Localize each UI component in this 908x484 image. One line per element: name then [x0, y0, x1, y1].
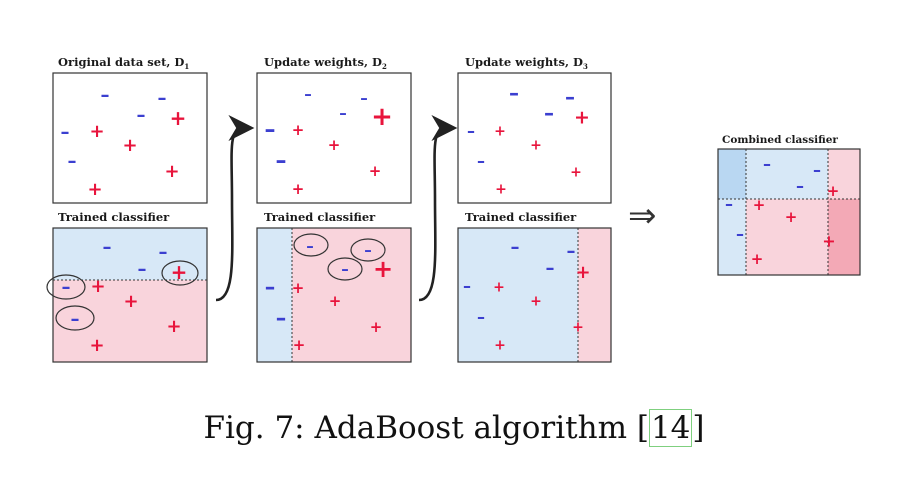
negative-sample-marker: – — [68, 151, 77, 172]
negative-sample-marker: – — [544, 101, 554, 125]
negative-sample-marker: – — [138, 259, 147, 280]
figure-caption: Fig. 7: AdaBoost algorithm [14] — [0, 409, 908, 447]
negative-sample-marker: – — [158, 88, 167, 109]
positive-sample-marker: + — [293, 336, 306, 354]
positive-sample-marker: + — [171, 260, 188, 284]
panel-trained-classifier-3 — [457, 227, 612, 363]
data-points: – –– +– ++– ++– –– +– ++– ++– –– +– ++–++– –– +– ++– ++… — [61, 81, 840, 356]
positive-sample-marker: + — [123, 291, 138, 312]
negative-sample-marker: – — [103, 237, 112, 258]
negative-sample-marker: – — [763, 154, 771, 173]
positive-sample-marker: + — [493, 280, 505, 296]
positive-sample-marker: + — [369, 162, 382, 180]
negative-sample-marker: – — [61, 122, 70, 143]
negative-sample-marker: – — [62, 277, 71, 298]
misclassified-ring — [327, 257, 363, 281]
negative-sample-marker: – — [360, 89, 368, 107]
positive-sample-marker: + — [530, 138, 542, 154]
negative-sample-marker: – — [276, 148, 287, 173]
flow-arrow-2 — [418, 115, 458, 302]
positive-sample-marker: + — [90, 276, 105, 297]
negative-sample-marker: – — [813, 160, 821, 179]
negative-sample-marker: – — [306, 237, 314, 255]
panel-combined-classifier — [717, 148, 861, 276]
positive-sample-marker: + — [370, 318, 383, 336]
positive-sample-marker: + — [292, 279, 305, 297]
negative-sample-marker: – — [159, 242, 168, 263]
negative-sample-marker: – — [477, 307, 485, 326]
positive-sample-marker: + — [751, 250, 764, 268]
negative-sample-marker: – — [304, 85, 312, 103]
panel-title-combined: Combined classifier — [722, 134, 838, 146]
negative-sample-marker: – — [796, 176, 804, 195]
positive-sample-marker: + — [570, 165, 582, 181]
negative-sample-marker: – — [101, 85, 110, 106]
positive-sample-marker: + — [89, 335, 104, 356]
misclassified-ring — [293, 233, 329, 257]
positive-sample-marker: + — [373, 255, 393, 283]
misclassified-ring — [46, 274, 86, 300]
positive-sample-marker: + — [292, 180, 305, 198]
flow-arrow-1 — [215, 115, 255, 302]
negative-sample-marker: – — [725, 194, 733, 213]
panel-trained-classifier-1 — [46, 227, 208, 363]
negative-sample-marker: – — [736, 224, 744, 243]
negative-sample-marker: – — [467, 121, 475, 140]
misclassified-ring — [55, 305, 95, 331]
adaboost-diagram: Original data set, D1 Update weights, D2… — [46, 55, 861, 363]
positive-sample-marker: + — [572, 320, 584, 336]
panel-trained-classifier-2 — [256, 227, 412, 363]
negative-sample-marker: – — [567, 241, 576, 262]
positive-sample-marker: + — [494, 338, 506, 354]
panel-title-original: Original data set, D1 — [58, 55, 189, 71]
implies-arrow: ⇒ — [628, 196, 657, 236]
panel-update-weights-3 — [457, 72, 612, 204]
positive-sample-marker: + — [329, 292, 342, 310]
negative-sample-marker: – — [137, 105, 146, 126]
panel-update-weights-2 — [256, 72, 412, 204]
positive-sample-marker: + — [753, 196, 766, 214]
negative-sample-marker: – — [463, 276, 471, 295]
positive-sample-marker: + — [494, 124, 506, 140]
caption-close: ] — [692, 410, 705, 446]
negative-sample-marker: – — [511, 237, 520, 258]
positive-sample-marker: + — [574, 106, 590, 128]
negative-sample-marker: – — [276, 306, 287, 330]
positive-sample-marker: + — [292, 121, 305, 139]
misclassified-ring — [161, 260, 199, 286]
negative-sample-marker: – — [265, 117, 276, 142]
negative-sample-marker: – — [546, 258, 555, 279]
negative-sample-marker: – — [341, 260, 349, 278]
positive-sample-marker: + — [822, 231, 835, 250]
negative-sample-marker: – — [71, 309, 80, 330]
negative-sample-marker: – — [364, 241, 372, 259]
positive-sample-marker: + — [495, 182, 507, 198]
citation-link[interactable]: 14 — [648, 409, 693, 447]
positive-sample-marker: + — [371, 102, 393, 132]
positive-sample-marker: + — [827, 182, 840, 200]
panel-title-update-2: Update weights, D2 — [264, 55, 387, 71]
negative-sample-marker: – — [509, 81, 519, 105]
panel-title-trained-2: Trained classifier — [264, 210, 376, 224]
positive-sample-marker: + — [575, 262, 590, 283]
negative-sample-marker: – — [339, 104, 347, 122]
positive-sample-marker: + — [785, 208, 798, 226]
positive-sample-marker: + — [166, 316, 181, 337]
positive-sample-marker: + — [89, 121, 104, 142]
misclassified-ring — [350, 238, 386, 262]
negative-sample-marker: – — [265, 275, 276, 299]
positive-sample-marker: + — [122, 135, 137, 156]
panel-title-update-3: Update weights, D3 — [465, 55, 588, 71]
positive-sample-marker: + — [328, 136, 341, 154]
panel-title-trained-3: Trained classifier — [465, 210, 577, 224]
caption-text: Fig. 7: AdaBoost algorithm [ — [203, 410, 649, 446]
negative-sample-marker: – — [565, 85, 575, 109]
panel-title-trained-1: Trained classifier — [58, 210, 170, 224]
positive-sample-marker: + — [87, 179, 102, 200]
negative-sample-marker: – — [477, 151, 485, 170]
positive-sample-marker: + — [164, 161, 179, 182]
panel-original-data — [52, 72, 208, 204]
positive-sample-marker: + — [530, 294, 542, 310]
positive-sample-marker: + — [170, 106, 187, 130]
